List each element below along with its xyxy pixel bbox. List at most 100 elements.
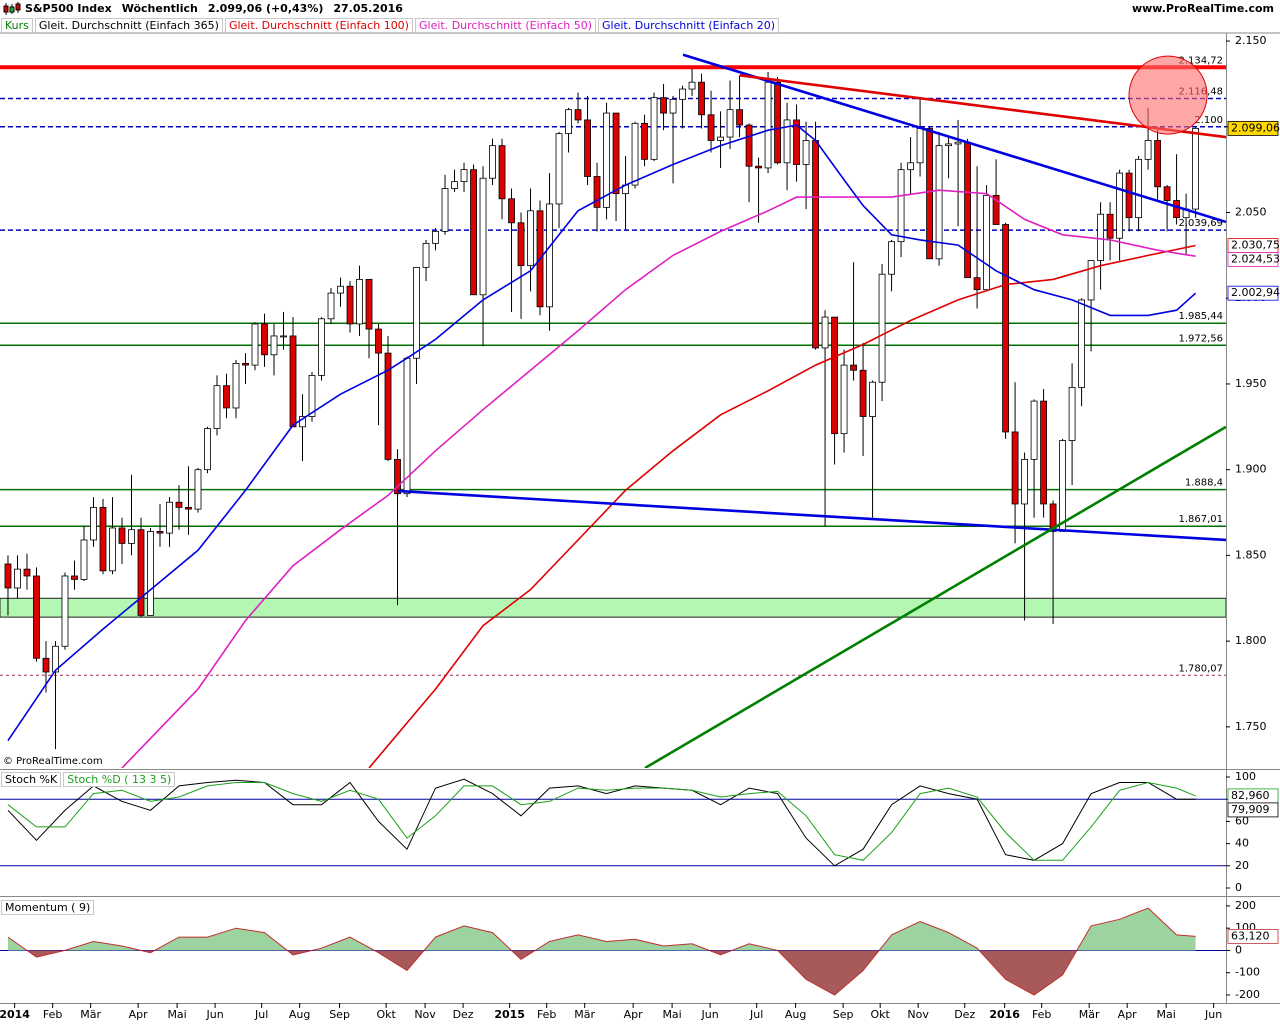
value-box — [1227, 252, 1279, 267]
candle-body — [840, 364, 848, 435]
candle-body — [52, 645, 59, 673]
candle-body — [1021, 458, 1028, 505]
candle-body — [289, 335, 297, 428]
candle-body — [641, 122, 648, 160]
candle-body — [375, 328, 382, 354]
candle-body — [71, 575, 78, 580]
watermark: © ProRealTime.com — [3, 756, 103, 767]
y-tick-label: -200 — [1235, 988, 1260, 1001]
last-price: 2.099,06 (+0,43%) — [207, 2, 324, 15]
candle-body — [669, 98, 677, 114]
candle-body — [679, 88, 686, 100]
candle-body — [859, 369, 867, 417]
x-tick-label: Okt — [376, 1008, 396, 1021]
candle-body — [185, 506, 192, 510]
candle-body — [508, 198, 515, 224]
legend-item: Momentum ( 9) — [1, 900, 95, 915]
x-tick-label: Nov — [414, 1008, 436, 1021]
candle-body — [33, 575, 40, 659]
candle-body — [14, 568, 21, 589]
x-tick-label: Sep — [329, 1008, 350, 1021]
candle-body — [1068, 386, 1076, 441]
value-box-label: 2.030,75 — [1231, 239, 1280, 252]
panel — [0, 778, 1226, 867]
trendline — [644, 425, 1226, 768]
candle-body — [850, 364, 857, 371]
x-tick-label: Aug — [785, 1008, 806, 1021]
candle-body — [337, 285, 344, 294]
candle-body — [61, 575, 69, 647]
value-box — [1227, 802, 1279, 818]
value-box-label: 79,909 — [1231, 803, 1270, 816]
price-level-label: 1.888,4 — [1185, 478, 1223, 489]
x-tick-label: 2016 — [989, 1008, 1020, 1021]
candle-body — [90, 506, 97, 541]
candle-body — [831, 316, 838, 435]
candle-body — [23, 568, 31, 577]
candle-body — [394, 458, 401, 495]
y-tick-label: 200 — [1235, 899, 1256, 912]
price-level-label: 1.867,01 — [1178, 514, 1223, 525]
y-tick-label: 1.900 — [1235, 463, 1267, 476]
candle-body — [916, 128, 924, 164]
candle-body — [964, 141, 971, 279]
candle-body — [660, 97, 667, 114]
x-tick-label: 2014 — [0, 1008, 30, 1021]
candle-body — [1078, 299, 1085, 388]
candle-body — [384, 352, 392, 460]
series-line — [7, 781, 1196, 861]
candle-body — [1030, 400, 1038, 460]
y-tick-label: 1.750 — [1235, 720, 1267, 733]
candle-body — [441, 188, 449, 232]
price-level-label: 2.134,72 — [1178, 55, 1223, 66]
x-tick-label: Feb — [43, 1008, 62, 1021]
y-tick-label: -100 — [1235, 966, 1260, 979]
x-tick-label: Mai — [662, 1008, 681, 1021]
candle-body — [432, 230, 439, 244]
x-tick-label: 2015 — [494, 1008, 525, 1021]
price-level-label: 1.780,07 — [1178, 663, 1223, 674]
legend-item: Stoch %D ( 13 3 5) — [63, 772, 176, 787]
candle-body — [1163, 186, 1171, 201]
candle-body — [261, 323, 268, 356]
candle-body — [356, 278, 363, 325]
candle-body — [365, 278, 373, 330]
y-tick-label: 1.850 — [1235, 548, 1267, 561]
x-tick-label: Jun — [1204, 1008, 1222, 1021]
candle-body — [308, 374, 316, 417]
candle-body — [346, 285, 354, 325]
value-box-label: 82,960 — [1231, 789, 1270, 802]
candle-body — [926, 128, 933, 260]
candle-body — [270, 335, 278, 356]
value-box-label: 2.002,94 — [1231, 286, 1280, 299]
candle-body — [612, 112, 620, 195]
panel: 2.134,722.116,482.1002.039,691.985,441.9… — [0, 53, 1226, 768]
candle-body — [527, 210, 534, 267]
x-tick-label: Sep — [833, 1008, 854, 1021]
x-tick-label: Jun — [206, 1008, 224, 1021]
candle-body — [204, 428, 211, 471]
candle-body — [593, 176, 601, 208]
instrument: S&P500 Index — [25, 2, 112, 15]
series-line — [7, 124, 1197, 742]
x-tick-label: Mai — [167, 1008, 186, 1021]
support-band — [0, 597, 1226, 618]
value-box-label: 2.099,06 — [1231, 121, 1280, 134]
trendline — [682, 53, 1226, 224]
candle-body — [403, 357, 411, 495]
y-tick-label: 2.150 — [1235, 34, 1267, 47]
legend-item: Gleit. Durchschnitt (Einfach 20) — [598, 18, 780, 33]
panel-legend: Stoch %K Stoch %D ( 13 3 5) — [1, 772, 177, 787]
series-line — [7, 778, 1196, 867]
candle-body — [584, 119, 591, 177]
candle-body — [1087, 260, 1095, 301]
x-tick-label: Jun — [701, 1008, 719, 1021]
candle-body — [812, 140, 819, 349]
candle-body — [147, 531, 154, 616]
candle-body — [451, 181, 458, 189]
source[interactable]: www.ProRealTime.com — [1131, 2, 1274, 15]
candle-body — [793, 119, 800, 165]
legend-item: Gleit. Durchschnitt (Einfach 100) — [224, 18, 413, 33]
candle-body — [1116, 172, 1123, 239]
